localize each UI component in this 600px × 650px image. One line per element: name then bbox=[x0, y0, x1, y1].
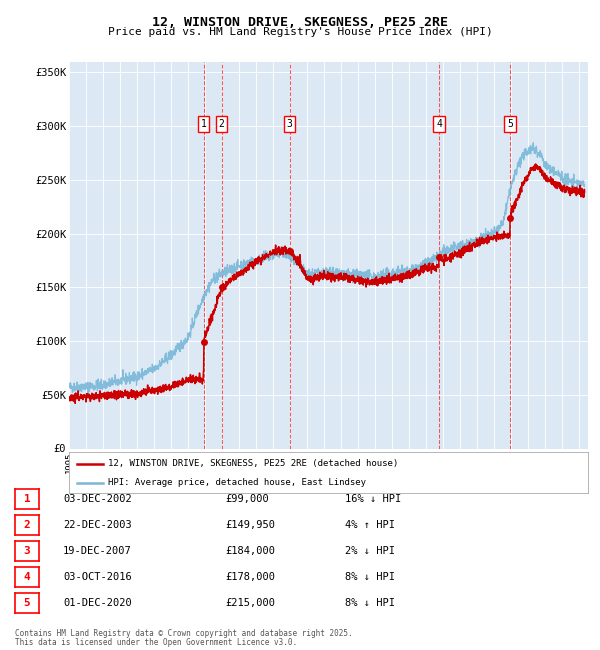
Text: 1: 1 bbox=[201, 119, 207, 129]
Text: £99,000: £99,000 bbox=[225, 494, 269, 504]
Text: £149,950: £149,950 bbox=[225, 520, 275, 530]
Text: 4: 4 bbox=[23, 572, 31, 582]
Text: 19-DEC-2007: 19-DEC-2007 bbox=[63, 546, 132, 556]
Text: 1: 1 bbox=[23, 494, 31, 504]
Text: 03-DEC-2002: 03-DEC-2002 bbox=[63, 494, 132, 504]
Text: 3: 3 bbox=[23, 546, 31, 556]
Text: 16% ↓ HPI: 16% ↓ HPI bbox=[345, 494, 401, 504]
Text: 5: 5 bbox=[507, 119, 513, 129]
Text: 2: 2 bbox=[23, 520, 31, 530]
Text: Contains HM Land Registry data © Crown copyright and database right 2025.: Contains HM Land Registry data © Crown c… bbox=[15, 629, 353, 638]
Text: HPI: Average price, detached house, East Lindsey: HPI: Average price, detached house, East… bbox=[108, 478, 366, 487]
Text: 03-OCT-2016: 03-OCT-2016 bbox=[63, 572, 132, 582]
Text: 01-DEC-2020: 01-DEC-2020 bbox=[63, 598, 132, 608]
Text: 22-DEC-2003: 22-DEC-2003 bbox=[63, 520, 132, 530]
Text: 3: 3 bbox=[287, 119, 293, 129]
Text: £184,000: £184,000 bbox=[225, 546, 275, 556]
Text: 2% ↓ HPI: 2% ↓ HPI bbox=[345, 546, 395, 556]
Text: This data is licensed under the Open Government Licence v3.0.: This data is licensed under the Open Gov… bbox=[15, 638, 297, 647]
Text: 5: 5 bbox=[23, 598, 31, 608]
Text: 2: 2 bbox=[218, 119, 224, 129]
Text: £178,000: £178,000 bbox=[225, 572, 275, 582]
Text: 4% ↑ HPI: 4% ↑ HPI bbox=[345, 520, 395, 530]
Text: £215,000: £215,000 bbox=[225, 598, 275, 608]
Text: 8% ↓ HPI: 8% ↓ HPI bbox=[345, 572, 395, 582]
Text: 12, WINSTON DRIVE, SKEGNESS, PE25 2RE (detached house): 12, WINSTON DRIVE, SKEGNESS, PE25 2RE (d… bbox=[108, 459, 398, 468]
Text: 8% ↓ HPI: 8% ↓ HPI bbox=[345, 598, 395, 608]
Text: 4: 4 bbox=[436, 119, 442, 129]
Text: 12, WINSTON DRIVE, SKEGNESS, PE25 2RE: 12, WINSTON DRIVE, SKEGNESS, PE25 2RE bbox=[152, 16, 448, 29]
Text: Price paid vs. HM Land Registry's House Price Index (HPI): Price paid vs. HM Land Registry's House … bbox=[107, 27, 493, 37]
